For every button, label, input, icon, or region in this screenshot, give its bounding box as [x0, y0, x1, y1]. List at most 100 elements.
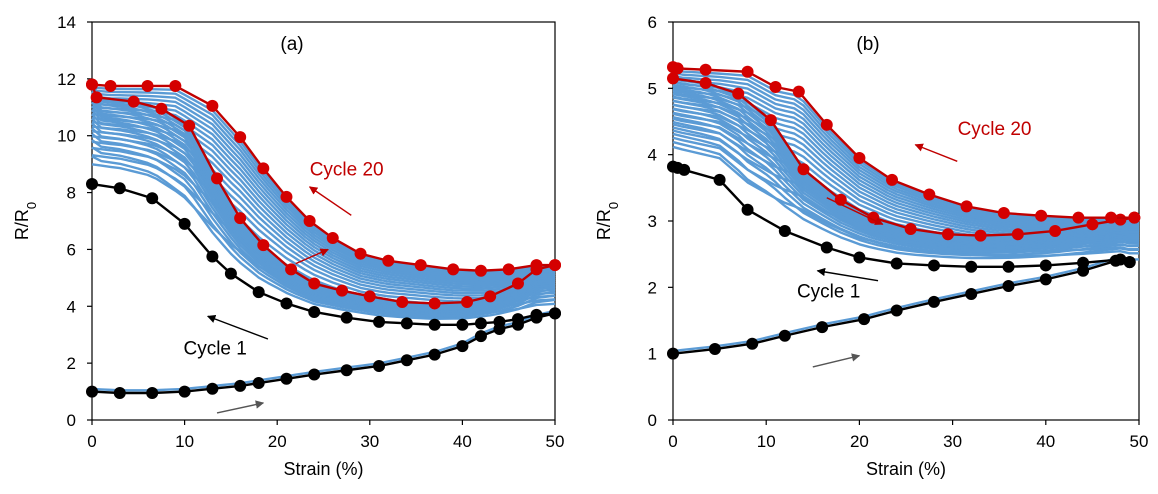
cycle20-unloading-point — [104, 79, 117, 92]
cycle1-unloading-point — [1114, 253, 1127, 266]
cycle1-loading-point — [280, 372, 293, 385]
cycle20-loading-point — [1049, 224, 1062, 237]
cycle20-loading-point — [428, 297, 441, 310]
cycle1-loading-point — [113, 386, 126, 399]
intermediate-cycle-unloading — [91, 130, 556, 297]
cycle20-loading-point — [1011, 228, 1024, 241]
cycle1-unloading-point — [741, 203, 754, 216]
cycle20-loading-point — [127, 95, 140, 108]
cycle20-loading-point — [90, 91, 103, 104]
cycle1-loading-point — [927, 295, 940, 308]
cycle20-loading-point — [461, 296, 474, 309]
cycle20-unloading-line — [672, 65, 1135, 219]
y-tick-label: 2 — [648, 278, 657, 297]
panel-label-b: (b) — [856, 34, 879, 55]
y-tick-label: 0 — [67, 411, 76, 430]
cycle20-unloading-point — [792, 85, 805, 98]
cycle1-unloading-point — [778, 224, 791, 237]
cycle1-unloading-point — [340, 311, 353, 324]
annotation-arrow — [206, 314, 269, 340]
cycle1-loading-point — [858, 313, 871, 326]
cycle1-loading-point — [778, 329, 791, 342]
cycle1-unloading-point — [252, 286, 265, 299]
cycle1-unloading-point — [456, 318, 469, 331]
y-tick-label: 0 — [648, 411, 657, 430]
intermediate-cycle-unloading — [672, 71, 1139, 222]
annotation-arrow — [816, 267, 879, 282]
cycle1-loading-point — [86, 385, 98, 398]
y-tick-label: 2 — [67, 354, 76, 373]
cycle20-loading-point — [484, 290, 497, 303]
cycle20-unloading-point — [997, 207, 1010, 220]
cycle1-unloading-point — [373, 315, 386, 328]
cycle1-loading-point — [373, 359, 386, 372]
panel-a: 0 2 4 6 8 10 12 14 0 10 20 30 40 50 Strain (%) R/R0 (a) C… — [12, 13, 564, 479]
cycle1-unloading-point — [511, 313, 524, 326]
x-tick-label: 50 — [546, 432, 565, 451]
cycle1-unloading-point — [400, 317, 413, 330]
x-tick-label: 40 — [1036, 432, 1055, 451]
cycle1-loading-point — [400, 354, 413, 367]
cycle20-unloading-point — [474, 264, 487, 277]
intermediate-cycle-loading — [672, 126, 1140, 255]
cycle1-loading-point — [708, 343, 721, 356]
x-tick-label: 0 — [668, 432, 677, 451]
y-tick-label: 8 — [67, 184, 76, 203]
cycle1-loading-point — [667, 347, 679, 360]
intermediate-cycle-loading — [91, 127, 556, 315]
cycle1-loading-point — [178, 385, 191, 398]
intermediate-cycle-unloading — [91, 95, 556, 279]
cycle1-loading-point — [1002, 280, 1015, 293]
cycle20-loading-point — [699, 77, 712, 90]
intermediate-cycle-loading — [672, 120, 1140, 253]
cycle1-loading-point — [340, 364, 353, 377]
cycle1-unloading-point — [713, 173, 726, 186]
cycle20-loading-point — [257, 239, 270, 252]
cycle20-loading-point — [285, 263, 298, 276]
cycle1-unloading-point — [530, 308, 543, 321]
cycle1-unloading-point — [549, 307, 561, 320]
x-tick-label: 10 — [757, 432, 776, 451]
cycle20-loading-point — [234, 212, 247, 225]
cycle20-unloading-point — [141, 79, 154, 92]
cycle20-loading-point — [396, 296, 409, 309]
plot-frame-a — [91, 21, 556, 421]
cycle1-loading-point — [474, 330, 487, 343]
y-tick-label: 6 — [648, 13, 657, 32]
y-tick-label: 4 — [67, 297, 76, 316]
cycle20-unloading-point — [354, 247, 367, 260]
cycle1-unloading-point — [667, 160, 679, 173]
cycle1-unloading-point — [428, 318, 441, 331]
cycle20-unloading-point — [414, 259, 427, 272]
cycle1-loading-point — [428, 348, 441, 361]
annotation-arrow — [308, 186, 352, 216]
cycle20-loading-point — [941, 228, 954, 241]
cycle1-unloading-point — [965, 260, 978, 273]
cycle1-unloading-point — [308, 305, 321, 318]
cycle1-loading-point — [965, 287, 978, 300]
cycle20-unloading-point — [502, 263, 515, 276]
cycle20-loading-point — [183, 119, 196, 132]
cycle20-loading-point — [974, 229, 987, 242]
y-axis-label: R/R0 — [12, 202, 39, 240]
intermediate-cycle-loading — [91, 139, 556, 317]
cycle20-loading-point — [1086, 218, 1099, 231]
intermediate-cycle-unloading — [672, 68, 1139, 221]
x-tick-label: 30 — [360, 432, 379, 451]
cycle20-unloading-point — [382, 254, 395, 267]
y-tick-label: 12 — [57, 70, 76, 89]
y-tick-label: 1 — [648, 345, 657, 364]
intermediate-cycle-unloading — [672, 81, 1139, 226]
panel-label-a: (a) — [280, 34, 303, 55]
cycle1-unloading-point — [927, 259, 940, 272]
cycle20-unloading-point — [257, 162, 270, 175]
intermediate-cycle-loading — [672, 96, 1140, 244]
x-axis-label: Strain (%) — [866, 459, 946, 479]
direction-arrow — [295, 248, 329, 265]
intermediate-cycle-unloading — [91, 102, 556, 282]
intermediate-cycle-loading — [672, 132, 1140, 257]
cycle20-loading-point — [904, 222, 917, 235]
intermediate-cycles-a — [91, 83, 556, 392]
panel-b: 0 1 2 3 4 5 6 0 10 20 30 40 50 Strain (%) R/R0 (b) Cycle… — [594, 13, 1148, 479]
intermediate-cycle-unloading — [91, 98, 556, 281]
